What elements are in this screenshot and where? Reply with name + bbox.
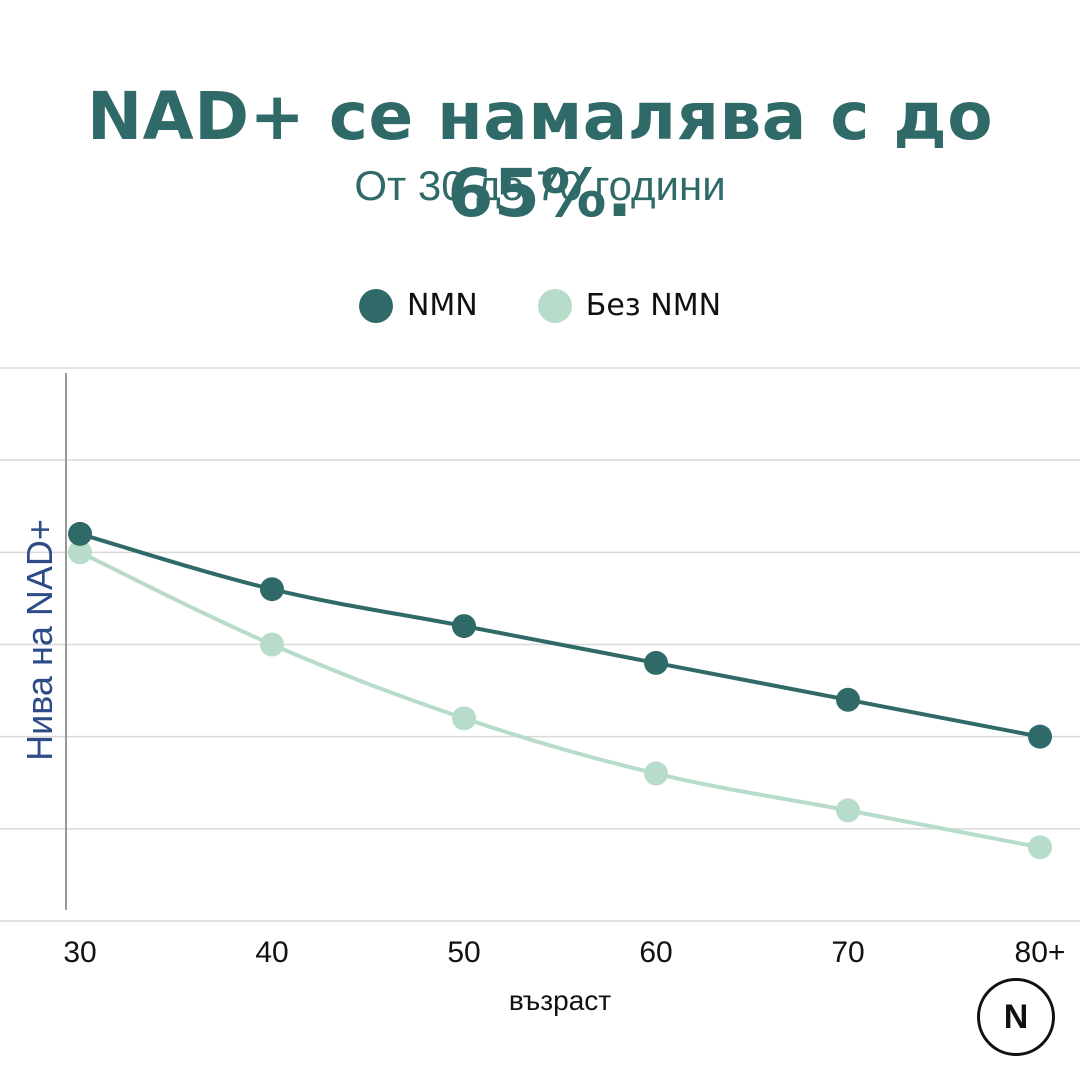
data-point-without-nmn <box>1028 835 1052 860</box>
data-point-nmn <box>68 521 92 546</box>
data-point-without-nmn <box>260 632 284 657</box>
data-point-nmn <box>1028 724 1052 749</box>
x-tick-label: 50 <box>447 936 480 969</box>
x-tick-label: 60 <box>639 936 672 969</box>
data-point-nmn <box>452 614 476 639</box>
legend-label-without-nmn: Без NMN <box>585 288 722 323</box>
x-tick-label: 30 <box>63 936 96 969</box>
brand-logo-icon: N <box>977 978 1055 1056</box>
chart-title: NAD+ се намалява с до 65%. <box>86 78 994 232</box>
data-point-nmn <box>836 687 860 712</box>
x-tick-label: 70 <box>831 936 864 969</box>
y-axis-label: Нива на NAD+ <box>19 519 60 761</box>
data-point-without-nmn <box>452 706 476 731</box>
legend-marker-nmn <box>358 288 393 323</box>
series-line-nmn <box>79 531 1041 739</box>
data-point-without-nmn <box>644 761 668 786</box>
chart-legend: NMN Без NMN <box>0 288 1080 323</box>
series-line-without-nmn <box>79 550 1041 850</box>
legend-item-without-nmn: Без NMN <box>537 288 722 323</box>
series-group <box>68 521 1052 860</box>
data-point-nmn <box>644 650 668 675</box>
x-tick-label: 40 <box>255 936 288 969</box>
data-point-nmn <box>260 577 284 602</box>
x-axis-label: възраст <box>509 985 611 1016</box>
legend-item-nmn: NMN <box>358 288 478 323</box>
x-tick-labels: 30 40 50 60 70 80+ <box>63 936 1065 969</box>
grid-lines <box>0 367 1080 922</box>
data-point-without-nmn <box>68 540 92 565</box>
chart-subtitle: От 30 до 70 години <box>354 162 726 209</box>
legend-label-nmn: NMN <box>406 288 478 323</box>
data-point-without-nmn <box>836 798 860 823</box>
x-tick-label: 80+ <box>1015 936 1066 969</box>
legend-marker-without-nmn <box>537 288 572 323</box>
